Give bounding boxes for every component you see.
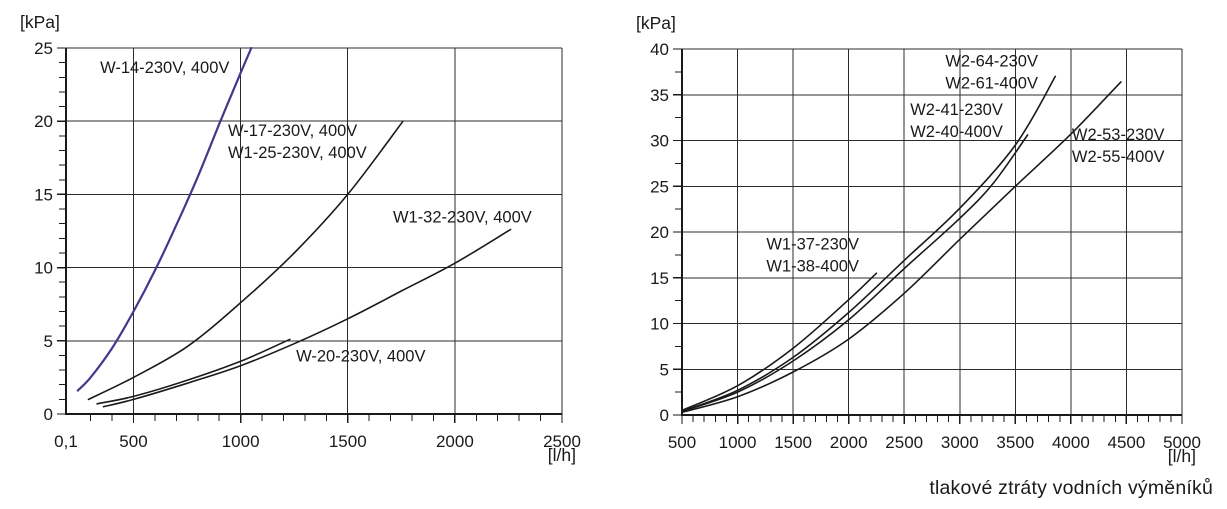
y-tick-label: 25 xyxy=(650,177,669,196)
y-tick-label: 20 xyxy=(34,112,53,131)
y-tick-label: 10 xyxy=(650,315,669,334)
x-tick-label: 2500 xyxy=(885,433,923,452)
caption: tlakové ztráty vodních výměníků xyxy=(929,477,1213,499)
x-tick-label: 2500 xyxy=(543,432,581,451)
y-tick-label: 0 xyxy=(660,406,669,425)
x-origin-label: 0,1 xyxy=(54,432,78,451)
pressure-chart-large-exchangers: 500 1000 1500 2000 2500 3000 3500 4000 4500 5000 0… xyxy=(636,13,1201,466)
x-axis-unit-label: [l/h] xyxy=(548,445,576,465)
curve-label: W2-55-400V xyxy=(1072,148,1165,166)
right-chart: 500 1000 1500 2000 2500 3000 3500 4000 4500 5000 0… xyxy=(620,0,1227,470)
x-tick-label: 1000 xyxy=(222,432,260,451)
x-tick-label: 5000 xyxy=(1163,433,1201,452)
curve-label: W1-38-400V xyxy=(766,258,859,276)
pressure-chart-small-exchangers: 500 1000 1500 2000 2500 0,10 5 10 15 20 25 [kPa] [l/… xyxy=(20,12,581,465)
curve-0 xyxy=(76,46,253,392)
y-axis-unit-label: [kPa] xyxy=(636,13,676,33)
curve-label: W-20-230V, 400V xyxy=(296,348,425,366)
y-tick-label: 10 xyxy=(34,259,53,278)
x-tick-label: 2000 xyxy=(830,433,868,452)
y-tick-label: 25 xyxy=(34,39,53,58)
curve-label: W2-40-400V xyxy=(910,123,1003,141)
x-tick-label: 1000 xyxy=(719,433,757,452)
curve-label: W2-41-230V xyxy=(910,101,1003,119)
x-tick-label: 3000 xyxy=(941,433,979,452)
curve-3 xyxy=(681,272,878,412)
curve-label: W2-64-230V xyxy=(945,53,1038,71)
x-tick-label: 1500 xyxy=(774,433,812,452)
curve-1 xyxy=(87,120,404,401)
x-tick-label: 4000 xyxy=(1052,433,1090,452)
y-tick-label: 15 xyxy=(650,269,669,288)
y-tick-label: 5 xyxy=(660,360,669,379)
curve-2 xyxy=(102,228,512,408)
curve-2 xyxy=(681,81,1122,414)
x-tick-label: 500 xyxy=(119,432,147,451)
x-tick-label: 500 xyxy=(668,433,696,452)
curve-label: W2-61-400V xyxy=(945,75,1038,93)
y-tick-label: 15 xyxy=(34,185,53,204)
x-tick-label: 4500 xyxy=(1108,433,1146,452)
y-tick-label: 30 xyxy=(650,132,669,151)
curve-1 xyxy=(681,134,1029,413)
x-tick-label: 1500 xyxy=(329,432,367,451)
y-tick-label: 20 xyxy=(650,223,669,242)
x-tick-label: 3500 xyxy=(996,433,1034,452)
x-tick-label: 2000 xyxy=(436,432,474,451)
curve-label: W-17-230V, 400V xyxy=(228,122,357,140)
curve-label: W1-32-230V, 400V xyxy=(393,209,532,227)
curve-label: W1-25-230V, 400V xyxy=(228,144,367,162)
y-axis-unit-label: [kPa] xyxy=(20,12,60,32)
left-chart: 500 1000 1500 2000 2500 0,1 0 5 10 15 20 25 [kPa] [l/… xyxy=(0,0,605,470)
curve-label: W1-37-230V xyxy=(766,236,859,254)
y-tick-label: 40 xyxy=(650,40,669,59)
y-tick-label: 0 xyxy=(44,405,53,424)
curve-0 xyxy=(681,75,1057,413)
x-axis-unit-label: [l/h] xyxy=(1168,446,1196,466)
y-tick-label: 5 xyxy=(44,332,53,351)
curve-label: W-14-230V, 400V xyxy=(100,59,229,77)
curve-label: W2-53-230V xyxy=(1072,126,1165,144)
curve-3 xyxy=(96,338,291,405)
y-tick-label: 35 xyxy=(650,86,669,105)
